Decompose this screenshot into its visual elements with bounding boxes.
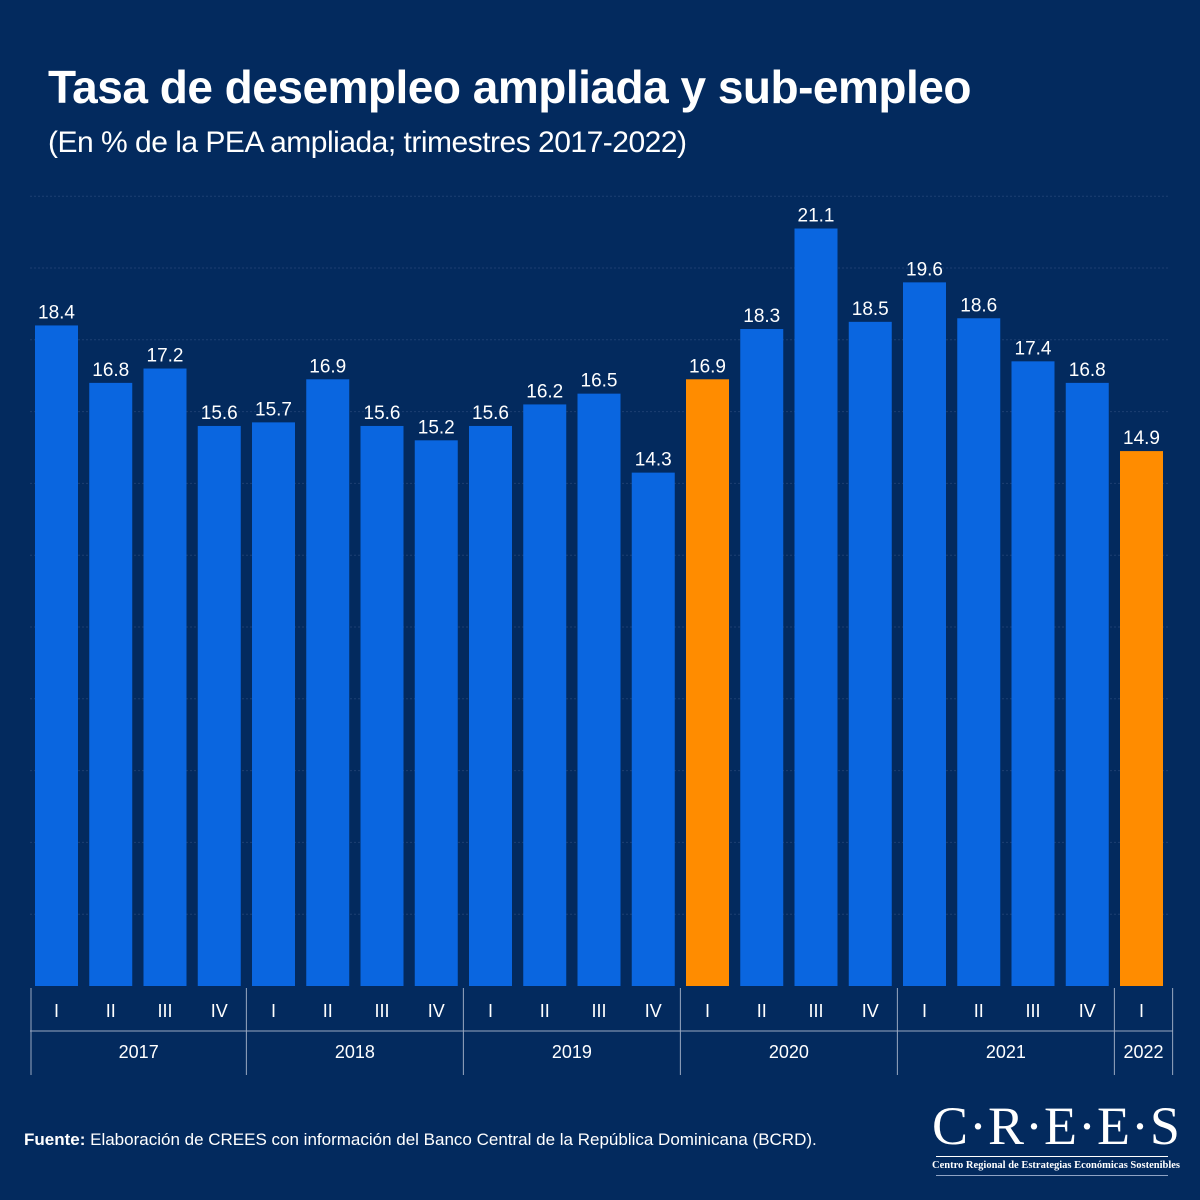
x-axis: I II III IV I II III IV I II III IV I II III IV I II III IV… [30,988,1174,1075]
data-label: 14.9 [1123,428,1160,449]
bar [306,379,350,986]
bar [35,325,78,986]
x-tick-label: I [271,1001,276,1021]
data-label: 17.4 [1015,338,1052,359]
logo-divider [936,1156,1168,1157]
x-tick-label: IV [428,1001,445,1021]
x-tick-label: III [808,1001,823,1021]
x-tick-label: II [106,1001,116,1021]
data-label: 18.3 [743,306,780,327]
source-text: Elaboración de CREES con información del… [85,1130,817,1149]
data-label: 15.6 [201,403,238,424]
data-label: 16.5 [581,371,618,392]
bars [35,228,1163,987]
data-label: 16.9 [689,356,726,377]
data-label: 17.2 [147,346,184,367]
bar [903,282,946,986]
x-tick-label: II [323,1001,333,1021]
bar [414,440,458,986]
data-label: 16.8 [92,360,129,381]
year-label: 2021 [986,1042,1026,1062]
year-label: 2022 [1123,1042,1163,1062]
data-label: 15.6 [364,403,401,424]
x-tick-label: IV [211,1001,228,1021]
x-tick-label: II [757,1001,767,1021]
x-tick-label: I [922,1001,927,1021]
data-label: 15.2 [418,417,455,438]
x-tick-label: I [54,1001,59,1021]
bar [252,422,295,986]
bar [848,321,892,987]
x-tick-label: III [591,1001,606,1021]
data-label: 18.4 [38,302,75,323]
x-tick-label: III [374,1001,389,1021]
bar [577,393,621,986]
x-tick-label: II [540,1001,550,1021]
chart-title: Tasa de desempleo ampliada y sub-empleo [48,61,971,113]
data-label: 19.6 [906,259,943,280]
x-tick-label: I [488,1001,493,1021]
data-label: 18.6 [960,295,997,316]
source-note: Fuente: Elaboración de CREES con informa… [24,1130,817,1150]
bar [740,329,784,986]
data-label: 18.5 [852,299,889,320]
data-label: 15.6 [472,403,509,424]
bar-highlighted [686,379,729,986]
bar [197,425,241,987]
x-tick-label: IV [862,1001,879,1021]
data-label: 16.8 [1069,360,1106,381]
bar [1065,382,1109,986]
x-tick-label: III [157,1001,172,1021]
chart-subtitle: (En % de la PEA ampliada; trimestres 201… [48,126,687,159]
crees-logo: C·R·E·E·S Centro Regional de Estrategias… [932,1096,1181,1176]
bar [957,318,1001,986]
year-label: 2017 [119,1042,159,1062]
x-tick-label: IV [1079,1001,1096,1021]
bar [143,368,187,986]
x-tick-label: I [705,1001,710,1021]
x-tick-label: II [974,1001,984,1021]
bar-highlighted [1120,451,1163,987]
x-tick-label: I [1139,1001,1144,1021]
bar [360,425,404,987]
bar [523,404,567,986]
year-label: 2018 [335,1042,375,1062]
logo-underline [936,1175,1168,1176]
source-label: Fuente: [24,1130,86,1149]
logo-name: C·R·E·E·S [932,1096,1181,1156]
logo-tagline: Centro Regional de Estrategias Económica… [932,1160,1181,1171]
data-label: 14.3 [635,450,672,471]
bar [1011,361,1055,987]
bar [89,382,133,986]
bar [794,228,838,986]
year-label: 2019 [552,1042,592,1062]
x-tick-label: III [1025,1001,1040,1021]
year-label: 2020 [769,1042,809,1062]
data-label: 16.9 [309,356,346,377]
bar [631,472,675,986]
x-tick-label: IV [645,1001,662,1021]
data-label: 21.1 [798,206,835,227]
data-labels: 18.4 16.8 17.2 15.6 15.7 16.9 15.6 15.2 15.6 16.2… [38,206,1160,471]
bar [469,425,512,987]
data-label: 16.2 [526,381,563,402]
data-label: 15.7 [255,399,292,420]
